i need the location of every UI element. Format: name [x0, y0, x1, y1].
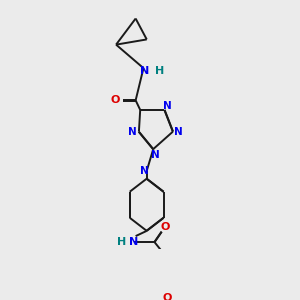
- Text: O: O: [160, 222, 170, 233]
- Text: N: N: [174, 127, 183, 137]
- Text: N: N: [163, 100, 171, 111]
- Text: N: N: [129, 237, 138, 247]
- Text: N: N: [151, 150, 160, 160]
- Text: N: N: [140, 66, 149, 76]
- Text: N: N: [140, 166, 149, 176]
- Text: O: O: [111, 95, 120, 105]
- Text: N: N: [128, 127, 137, 137]
- Text: H: H: [155, 66, 164, 76]
- Text: O: O: [162, 293, 172, 300]
- Text: H: H: [117, 237, 127, 247]
